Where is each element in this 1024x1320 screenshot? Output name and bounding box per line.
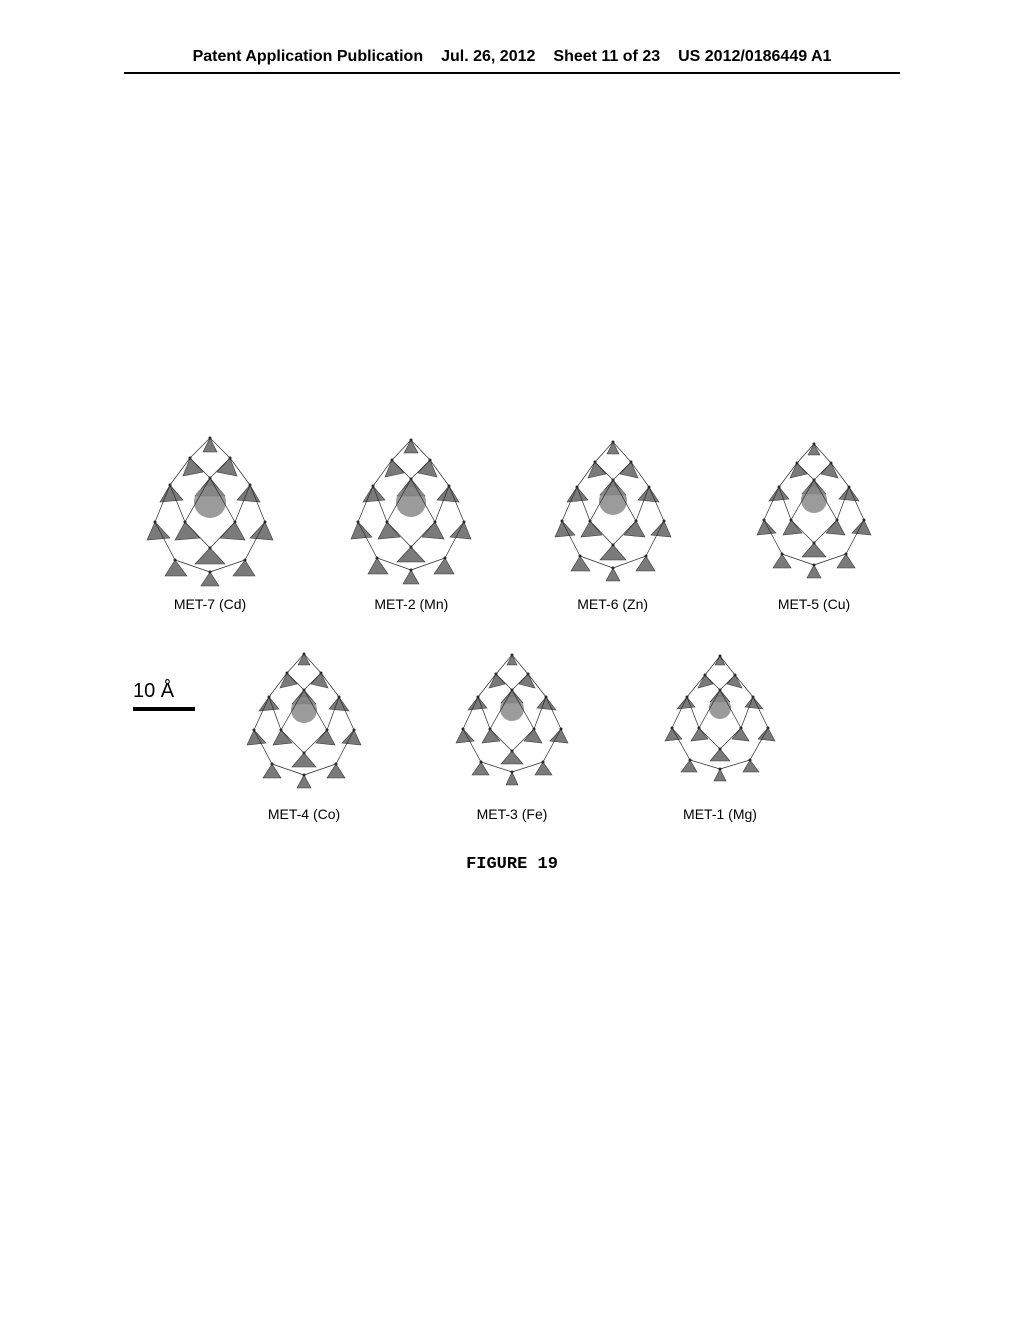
molecular-structure-icon: [229, 640, 379, 800]
scale-line: [133, 707, 195, 711]
structure-label: MET-7 (Cd): [174, 596, 246, 612]
molecular-structure-icon: [336, 430, 486, 590]
structure-label: MET-3 (Fe): [477, 806, 548, 822]
structure-label: MET-6 (Zn): [577, 596, 648, 612]
figure-area: MET-7 (Cd): [135, 430, 889, 822]
structure-item: MET-2 (Mn): [336, 430, 486, 612]
scale-text: 10 Å: [133, 680, 174, 703]
structure-row-1: MET-7 (Cd): [135, 430, 889, 612]
scale-bar: 10 Å: [133, 680, 195, 711]
molecular-structure-icon: [538, 430, 688, 590]
header-rule: [124, 72, 900, 74]
page-header: Patent Application Publication Jul. 26, …: [0, 48, 1024, 66]
structure-item: MET-4 (Co): [229, 640, 379, 822]
structure-row-2: 10 Å: [135, 640, 889, 822]
figure-caption: FIGURE 19: [0, 855, 1024, 874]
pub-number: US 2012/0186449 A1: [678, 48, 831, 66]
structure-item: MET-1 (Mg): [645, 640, 795, 822]
molecular-structure-icon: [645, 640, 795, 800]
structure-label: MET-5 (Cu): [778, 596, 850, 612]
molecular-structure-icon: [135, 430, 285, 590]
structure-label: MET-2 (Mn): [374, 596, 448, 612]
structure-label: MET-1 (Mg): [683, 806, 757, 822]
structure-item: MET-7 (Cd): [135, 430, 285, 612]
sheet-number: Sheet 11 of 23: [553, 48, 660, 66]
pub-type: Patent Application Publication: [193, 48, 424, 66]
structure-item: MET-5 (Cu): [739, 430, 889, 612]
structure-item: MET-3 (Fe): [437, 640, 587, 822]
pub-date: Jul. 26, 2012: [441, 48, 535, 66]
structure-label: MET-4 (Co): [268, 806, 340, 822]
molecular-structure-icon: [739, 430, 889, 590]
molecular-structure-icon: [437, 640, 587, 800]
structure-item: MET-6 (Zn): [538, 430, 688, 612]
